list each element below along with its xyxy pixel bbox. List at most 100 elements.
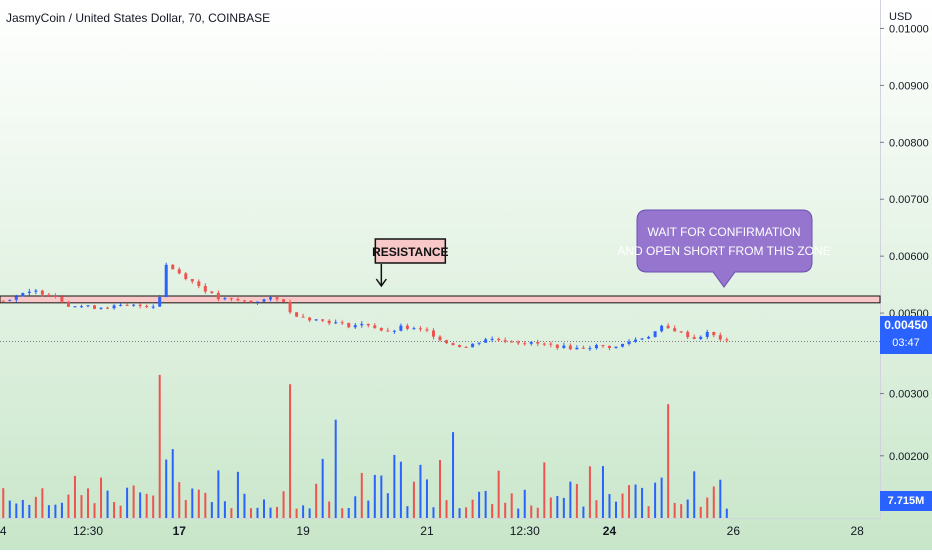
volume-bar — [367, 500, 370, 518]
candle-body — [106, 307, 110, 309]
volume-bar — [693, 471, 696, 518]
volume-bar — [80, 495, 83, 518]
candle-body — [418, 328, 422, 330]
candle-body — [523, 343, 527, 345]
volume-bar — [191, 488, 194, 518]
candle-body — [190, 279, 194, 282]
candle-body — [666, 325, 670, 329]
volume-bar — [276, 506, 279, 518]
volume-bar — [152, 495, 155, 518]
volume-bar — [458, 508, 461, 518]
candle-body — [236, 298, 240, 301]
candle-body — [47, 294, 51, 296]
volume-bar — [601, 466, 604, 518]
volume-bar — [197, 489, 200, 518]
volume-bar — [373, 474, 376, 518]
symbol-title[interactable]: JasmyCoin / United States Dollar, 70, CO… — [6, 11, 271, 25]
candle-body — [262, 299, 266, 302]
candle-body — [549, 343, 553, 345]
candle-body — [27, 291, 31, 294]
volume-bar — [113, 502, 116, 518]
candle-body — [53, 295, 57, 297]
candle-body — [653, 331, 657, 337]
volume-bar — [582, 506, 585, 518]
candle-body — [301, 316, 305, 318]
volume-bar — [393, 454, 396, 518]
candle-body — [86, 305, 90, 307]
time-tick-label: 26 — [727, 524, 741, 538]
volume-bar — [73, 475, 76, 518]
volume-bar — [34, 496, 37, 518]
candle-body — [14, 296, 18, 300]
volume-bar — [315, 483, 318, 518]
volume-bar — [569, 481, 572, 518]
volume-bar — [536, 507, 539, 518]
candle-body — [692, 337, 696, 339]
volume-bar — [54, 504, 57, 518]
volume-bar — [60, 502, 63, 518]
candle-body — [249, 300, 253, 303]
volume-bar — [243, 493, 246, 518]
candle-body — [686, 331, 690, 338]
volume-bar — [719, 479, 722, 518]
candle-body — [588, 348, 592, 350]
candle-body — [555, 344, 559, 348]
candle-body — [529, 341, 533, 344]
candle-body — [60, 296, 64, 302]
volume-bar — [673, 502, 676, 518]
candle-body — [673, 328, 677, 332]
candle-body — [471, 343, 475, 348]
candle-body — [699, 336, 703, 339]
volume-bar — [28, 504, 31, 518]
volume-bar — [634, 484, 637, 518]
candle-body — [627, 341, 631, 344]
volume-bar — [289, 384, 292, 518]
volume-bar — [308, 508, 311, 518]
candle-body — [373, 325, 377, 329]
volume-bar — [145, 493, 148, 518]
candle-body — [445, 340, 449, 344]
volume-tick-label: 0.00200 — [889, 451, 929, 463]
candle-body — [255, 301, 259, 303]
candle-body — [34, 290, 38, 292]
volume-bar — [497, 470, 500, 518]
volume-bar — [100, 477, 103, 518]
candle-body — [138, 304, 142, 306]
volume-bar — [171, 449, 174, 518]
candle-body — [164, 264, 168, 298]
volume-bar — [21, 499, 24, 518]
price-tick-label: 0.00800 — [889, 137, 929, 149]
candle-body — [151, 306, 155, 308]
volume-bar — [347, 507, 350, 518]
volume-bar — [217, 470, 220, 518]
candle-body — [451, 343, 455, 346]
candle-body — [242, 300, 246, 302]
candle-body — [705, 331, 709, 337]
volume-bar — [399, 461, 402, 518]
candle-body — [21, 293, 25, 297]
resistance-label-box — [374, 238, 447, 264]
volume-bar — [295, 508, 298, 518]
volume-bar — [465, 507, 468, 518]
candle-body — [464, 346, 468, 348]
volume-bar — [269, 507, 272, 518]
price-tick-label: 0.00900 — [889, 80, 929, 92]
candle-body — [438, 336, 442, 341]
volume-bar — [575, 483, 578, 518]
currency-label[interactable]: USD — [889, 11, 913, 23]
volume-bar — [588, 466, 591, 518]
candle-body — [145, 305, 149, 308]
price-tick-label: 0.00700 — [889, 194, 929, 206]
candle-body — [308, 317, 312, 321]
candle-body — [347, 322, 351, 328]
candle-body — [340, 322, 344, 324]
volume-bar — [615, 501, 617, 518]
candle-body — [484, 339, 488, 343]
candle-body — [216, 293, 220, 300]
candle-body — [542, 343, 546, 345]
candle-body — [132, 304, 136, 306]
candle-body — [223, 298, 227, 300]
candle-body — [725, 339, 729, 341]
